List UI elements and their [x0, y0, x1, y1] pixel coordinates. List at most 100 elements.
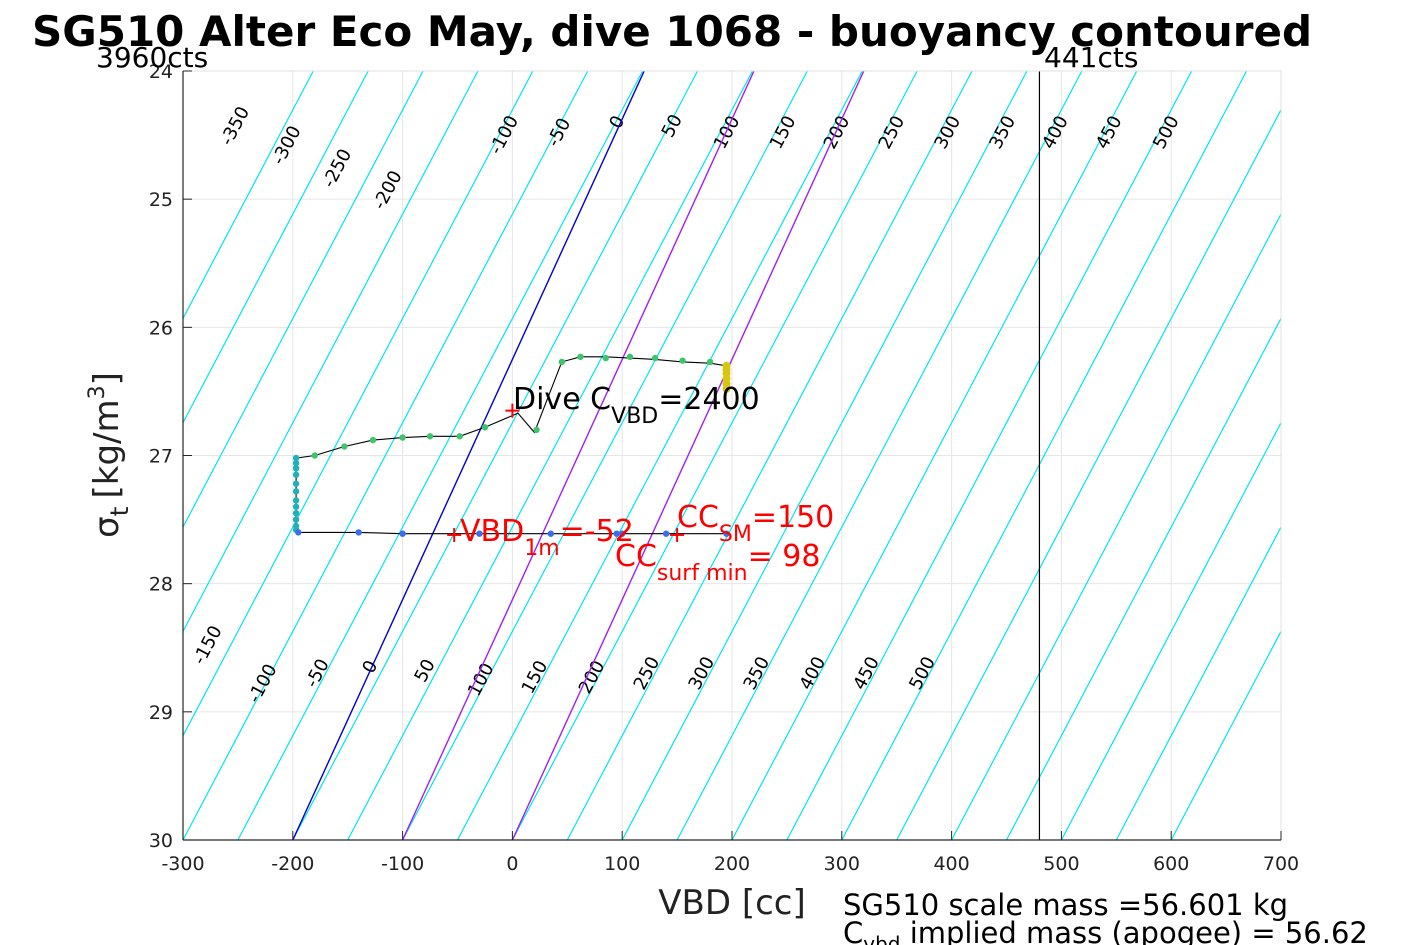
vbd-1m-annotation: VBD1m=-52: [460, 514, 634, 561]
data-point-blue: [619, 530, 626, 537]
contour-label-upper: 50: [658, 111, 687, 141]
contour-label-upper: -250: [318, 145, 356, 191]
contour-line: [182, 70, 314, 319]
contour-line: [511, 70, 918, 841]
data-point-green: [399, 434, 406, 441]
contour-line: [786, 70, 1193, 841]
data-point-green: [602, 354, 609, 362]
data-point-green: [341, 443, 348, 450]
y-tick-label: 24: [149, 61, 173, 83]
data-point-blue: [295, 529, 302, 536]
data-point-blue: [613, 530, 620, 537]
contour-line: [1005, 318, 1282, 841]
y-label-sub: t: [105, 506, 134, 516]
contour-line: [951, 213, 1282, 841]
data-point-blue: [662, 530, 670, 537]
contour-label-upper: 150: [766, 112, 801, 152]
data-point-teal: [292, 459, 300, 467]
data-point-teal: [292, 454, 300, 462]
reference-lines: [292, 70, 865, 841]
purple-reference-line: [401, 70, 755, 841]
data-point-blue: [723, 530, 730, 537]
contour-label-upper: 500: [1149, 112, 1184, 152]
contour-line: [237, 70, 644, 841]
data-point-blue: [355, 529, 362, 536]
contour-label-upper: 450: [1092, 112, 1127, 152]
data-point-green: [706, 358, 714, 366]
contour-line: [182, 70, 424, 528]
y-tick-label: 28: [149, 574, 173, 596]
data-point-teal: [292, 471, 300, 478]
dive-cvbd-annotation: Dive CVBD=2400: [513, 382, 760, 429]
corner-label-left: 3960cts: [96, 41, 208, 74]
contour-label-lower: 50: [411, 656, 440, 686]
footer-scale-mass: SG510 scale mass =56.601 kg: [843, 888, 1288, 922]
x-tick-label: 300: [824, 853, 860, 875]
cc-surf-min-annotation: CCsurf min= 98: [615, 539, 820, 586]
grid: [182, 70, 1282, 841]
contour-line: [182, 70, 369, 424]
contour-label-upper: 250: [875, 112, 910, 152]
contour-label-lower: 500: [905, 653, 940, 693]
contour-line: [347, 70, 753, 841]
contour-label-upper: 200: [820, 112, 855, 152]
data-point-yellow: [722, 384, 731, 393]
neutral-buoyancy-line: [292, 70, 645, 841]
contour-label-upper: 400: [1038, 112, 1073, 152]
chart-title: SG510 Alter Eco May, dive 1068 - buoyanc…: [32, 7, 1312, 56]
contour-line: [676, 70, 1083, 841]
data-point-green: [626, 353, 634, 361]
footer-implied-text: implied mass (apogee) = 56.62: [900, 916, 1367, 945]
data-point-teal: [292, 503, 300, 510]
x-tick-label: 600: [1153, 853, 1189, 875]
contour-label-lower: 250: [630, 653, 665, 693]
data-point-teal: [292, 516, 300, 523]
purple-reference-line: [511, 70, 865, 841]
contour-line: [1060, 422, 1282, 841]
contour-line: [182, 70, 479, 632]
contour-label-lower: -150: [189, 622, 227, 668]
contour-line: [896, 109, 1282, 841]
contour-label-upper: 300: [931, 112, 966, 152]
footer-implied-mass: Cvbd implied mass (apogee) = 56.62: [843, 916, 1368, 945]
data-point-teal: [292, 465, 300, 472]
footer-c-sub: vbd: [863, 932, 900, 945]
contour-line: [1170, 631, 1282, 841]
contour-line: [731, 70, 1138, 841]
x-tick-label: 200: [714, 853, 750, 875]
corner-label-right: 441cts: [1044, 41, 1138, 74]
contour-label-upper: -350: [216, 103, 254, 149]
x-tick-label: 100: [604, 853, 640, 875]
data-point-green: [369, 436, 377, 444]
data-point-green: [426, 433, 434, 440]
data-point-blue: [399, 530, 406, 537]
data-point-green: [558, 358, 566, 366]
y-axis-label: σt [kg/m3]: [85, 372, 134, 538]
contour-label-lower: 300: [685, 653, 720, 693]
contour-line: [1115, 526, 1282, 841]
data-point-teal: [292, 480, 300, 487]
contour-line: [182, 70, 589, 841]
contour-label-upper: -200: [369, 167, 407, 213]
data-point-blue: [476, 530, 483, 537]
x-tick-label: -100: [381, 853, 424, 875]
x-tick-label: -200: [271, 853, 314, 875]
contour-label-lower: -50: [301, 655, 333, 691]
contour-label-lower: 150: [518, 657, 553, 697]
contour-line: [621, 70, 1028, 841]
contour-label-upper: 100: [710, 112, 745, 152]
data-point-green: [679, 357, 686, 364]
footer-c: C: [843, 916, 863, 945]
y-label-unit-sup: 3: [85, 385, 110, 399]
contour-line: [402, 70, 808, 841]
data-point-green: [533, 426, 540, 434]
data-point-green: [311, 452, 318, 459]
contour-label-lower: 450: [849, 653, 884, 693]
contour-label-lower: 0: [358, 657, 382, 677]
contour-line: [841, 70, 1248, 841]
x-tick-label: 0: [506, 853, 518, 875]
data-point-teal: [292, 488, 300, 495]
dive-series: [292, 353, 731, 542]
